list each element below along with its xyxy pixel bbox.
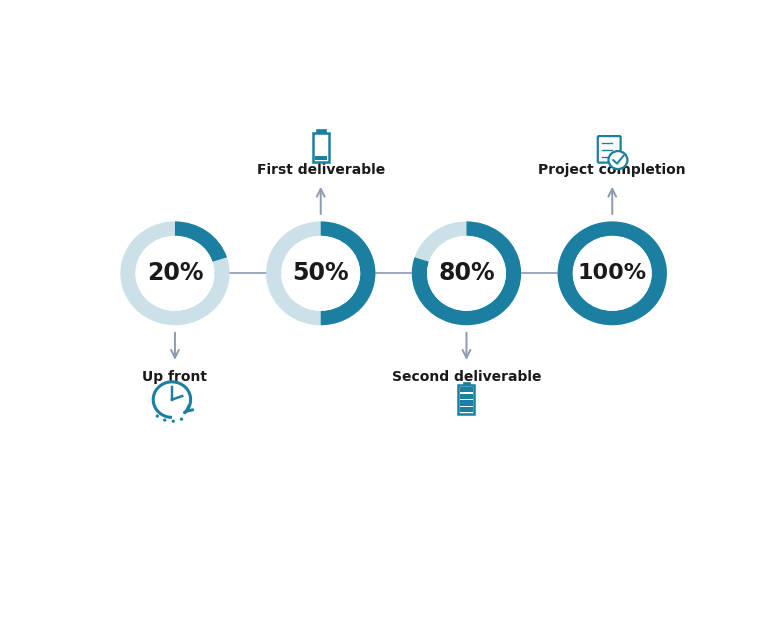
Wedge shape — [175, 222, 227, 261]
Circle shape — [156, 415, 159, 418]
Circle shape — [180, 417, 184, 421]
Bar — [460, 401, 472, 406]
Circle shape — [163, 419, 167, 422]
Circle shape — [608, 151, 627, 169]
Bar — [460, 393, 472, 399]
Circle shape — [171, 419, 175, 422]
Circle shape — [608, 151, 627, 169]
Wedge shape — [558, 222, 667, 325]
Text: 100%: 100% — [578, 263, 647, 283]
Text: 80%: 80% — [439, 261, 495, 285]
Text: 50%: 50% — [293, 261, 349, 285]
Text: Project completion: Project completion — [538, 163, 686, 177]
Wedge shape — [121, 222, 230, 325]
Circle shape — [573, 236, 652, 311]
Bar — [463, 382, 470, 385]
Wedge shape — [266, 222, 376, 325]
Wedge shape — [412, 222, 521, 325]
Wedge shape — [558, 222, 667, 325]
Text: 20%: 20% — [147, 261, 204, 285]
Circle shape — [135, 236, 214, 311]
Bar — [313, 133, 329, 162]
Bar — [460, 407, 472, 412]
Bar — [458, 385, 475, 414]
Wedge shape — [412, 222, 521, 325]
Text: Second deliverable: Second deliverable — [392, 370, 541, 384]
Circle shape — [427, 236, 506, 311]
Text: Up front: Up front — [142, 370, 207, 384]
FancyBboxPatch shape — [598, 136, 621, 163]
Text: First deliverable: First deliverable — [257, 163, 385, 177]
Circle shape — [281, 236, 360, 311]
Bar — [315, 156, 326, 160]
Bar — [460, 387, 472, 392]
Wedge shape — [321, 222, 376, 325]
Bar — [316, 129, 326, 133]
